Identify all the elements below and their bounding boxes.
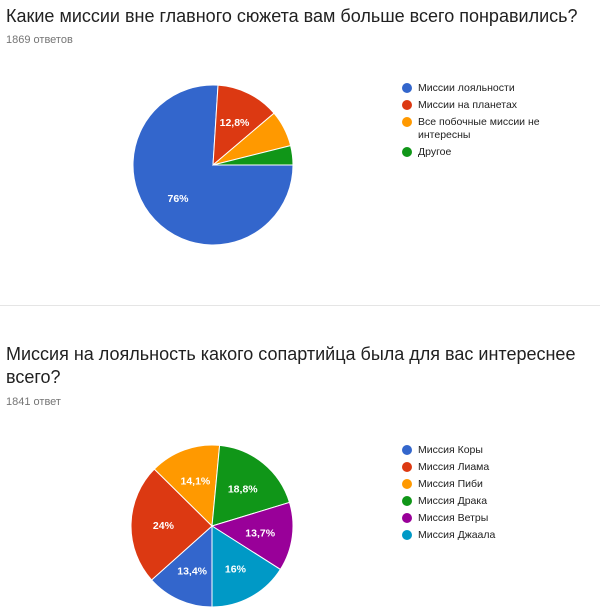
pie-chart: 76% 12,8% xyxy=(132,84,294,246)
response-count: 1841 ответ xyxy=(6,396,61,408)
legend-label: Миссия Коры xyxy=(418,444,483,456)
pie-slice-2[interactable] xyxy=(212,84,275,167)
legend-item: Миссия Лиама xyxy=(402,461,592,474)
legend-item: Другое xyxy=(402,146,592,159)
slice-label: 13,7% xyxy=(245,528,275,540)
legend-label: Миссии лояльности xyxy=(418,82,515,94)
slice-label: 12,8% xyxy=(220,117,250,129)
legend-label: Миссии на планетах xyxy=(418,99,518,111)
slice-label: 13,4% xyxy=(177,565,207,577)
chart-legend: Миссии лояльности Миссии на планетах Все п… xyxy=(402,82,592,163)
legend-swatch xyxy=(402,513,412,523)
pie-slice-2[interactable] xyxy=(130,468,213,581)
legend-label: Миссия Драка xyxy=(418,495,488,507)
legend-swatch xyxy=(402,147,412,157)
slice-label: 14,1% xyxy=(181,475,211,487)
legend-item: Миссия Ветры xyxy=(402,512,592,525)
pie-slice-4[interactable] xyxy=(212,144,294,166)
pie-slice-6[interactable] xyxy=(211,525,282,608)
legend-label: Миссия Пиби xyxy=(418,478,483,490)
legend-swatch xyxy=(402,479,412,489)
pie-chart: 13,4% 24% 14,1% 18,8% 13,7% 16% xyxy=(130,444,294,608)
legend-item: Все побочные миссии не интересны xyxy=(402,116,592,142)
legend-item: Миссия Джаала xyxy=(402,529,592,542)
legend-item: Миссия Коры xyxy=(402,444,592,457)
slice-label: 18,8% xyxy=(228,483,258,495)
legend-swatch xyxy=(402,117,412,127)
question-title: Миссия на лояльность какого сопартийца б… xyxy=(6,344,576,387)
legend-swatch xyxy=(402,530,412,540)
response-count: 1869 ответов xyxy=(6,34,73,46)
legend-label: Миссия Ветры xyxy=(418,512,489,524)
legend-label: Другое xyxy=(418,146,452,158)
legend-swatch xyxy=(402,100,412,110)
pie-slice-4[interactable] xyxy=(211,444,291,527)
pie-slice-3[interactable] xyxy=(153,444,221,528)
card-divider xyxy=(0,305,600,306)
legend-label: Все побочные миссии не интересны xyxy=(418,116,540,141)
question-card-2: Миссия на лояльность какого сопартийца б… xyxy=(0,306,600,616)
legend-item: Миссия Драка xyxy=(402,495,592,508)
legend-swatch xyxy=(402,445,412,455)
slice-label: 76% xyxy=(168,193,190,205)
legend-swatch xyxy=(402,462,412,472)
question-card-1: Какие миссии вне главного сюжета вам бол… xyxy=(0,0,600,305)
pie-slice-5[interactable] xyxy=(210,501,294,571)
slice-label: 16% xyxy=(225,564,247,576)
question-title: Какие миссии вне главного сюжета вам бол… xyxy=(6,6,578,26)
slice-label: 24% xyxy=(153,520,175,532)
legend-item: Миссии на планетах xyxy=(402,99,592,112)
legend-item: Миссия Пиби xyxy=(402,478,592,491)
legend-item: Миссии лояльности xyxy=(402,82,592,95)
chart-legend: Миссия Коры Миссия Лиама Миссия Пиби Миссия… xyxy=(402,444,592,546)
legend-swatch xyxy=(402,83,412,93)
legend-label: Миссия Лиама xyxy=(418,461,490,473)
legend-label: Миссия Джаала xyxy=(418,529,496,541)
legend-swatch xyxy=(402,496,412,506)
pie-slice-1[interactable] xyxy=(150,524,213,608)
